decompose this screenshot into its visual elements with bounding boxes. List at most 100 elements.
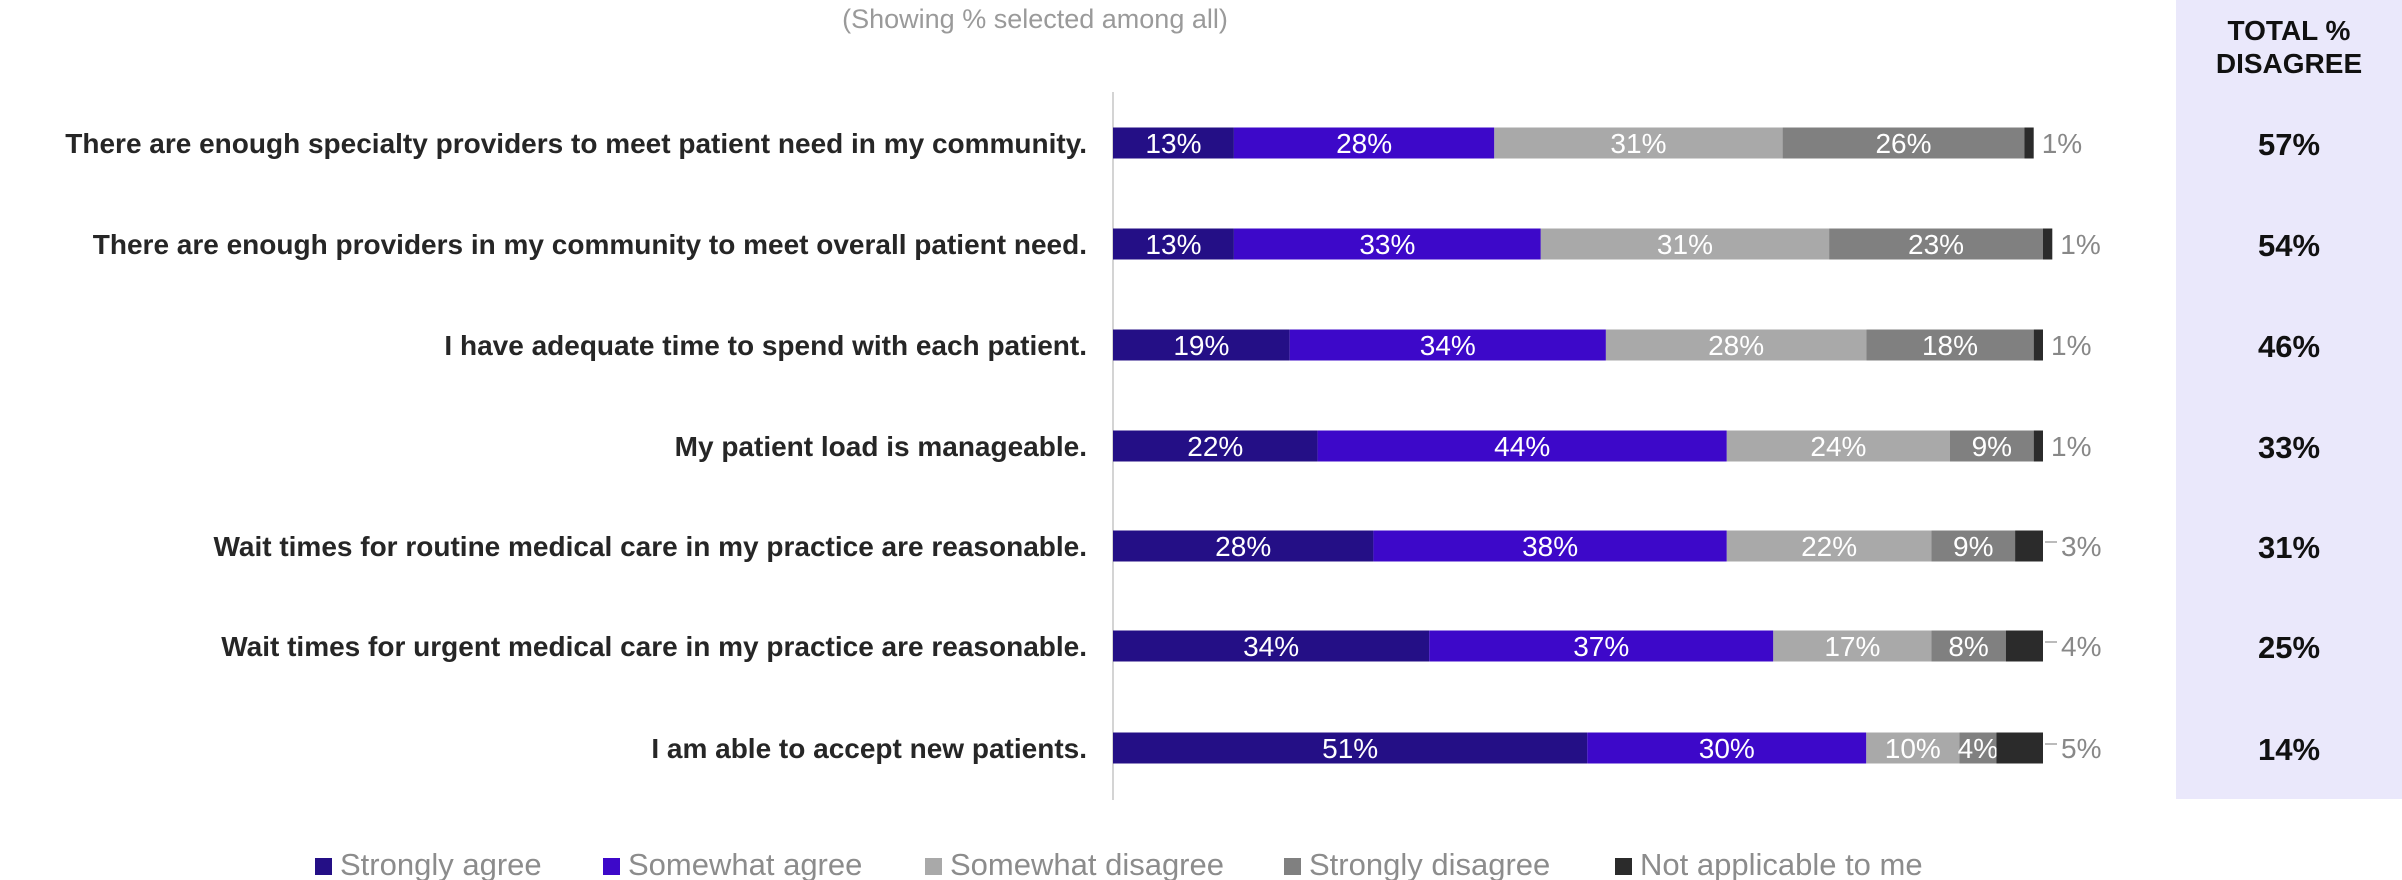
bar-segment <box>1113 329 1290 361</box>
legend-swatch <box>1615 858 1632 875</box>
legend-swatch <box>603 858 620 875</box>
bar-segment <box>1233 127 1495 159</box>
bar-segment <box>1113 127 1234 159</box>
bar-segment <box>1866 732 1960 764</box>
category-label: Wait times for routine medical care in m… <box>213 531 1087 562</box>
data-label: 1% <box>2042 128 2082 159</box>
data-label: 26% <box>1875 128 1931 159</box>
total-disagree-value: 57% <box>2258 127 2320 162</box>
data-label: 34% <box>1243 631 1299 662</box>
legend-swatch <box>925 858 942 875</box>
bar-segment <box>1494 127 1783 159</box>
category-label: I am able to accept new patients. <box>651 733 1087 764</box>
data-label: 51% <box>1322 733 1378 764</box>
data-label: 31% <box>1610 128 1666 159</box>
total-disagree-value: 54% <box>2258 228 2320 263</box>
data-label: 17% <box>1824 631 1880 662</box>
data-label: 5% <box>2061 733 2101 764</box>
data-label: 22% <box>1801 531 1857 562</box>
bar-segment <box>1931 530 2016 562</box>
bar-segment <box>1605 329 1867 361</box>
bar-segment <box>1429 630 1774 662</box>
bar-segment <box>1113 530 1374 562</box>
total-disagree-panel <box>2176 0 2402 799</box>
bar-segment <box>1782 127 2025 159</box>
data-label: 9% <box>1972 431 2012 462</box>
legend-label: Somewhat disagree <box>950 847 1224 880</box>
bar-segment <box>1773 630 1932 662</box>
bar-segment <box>1866 329 2034 361</box>
bar-segment <box>1829 228 2043 260</box>
bar-segment <box>1289 329 1606 361</box>
data-label: 28% <box>1215 531 1271 562</box>
chart-subtitle: (Showing % selected among all) <box>842 4 1228 34</box>
total-disagree-value: 14% <box>2258 732 2320 767</box>
category-label: I have adequate time to spend with each … <box>444 330 1087 361</box>
data-label: 22% <box>1187 431 1243 462</box>
bar-segment <box>2043 228 2053 260</box>
bar-segment <box>1540 228 1830 260</box>
bar-segment <box>1113 630 1430 662</box>
bar-segment <box>1113 732 1588 764</box>
legend-label: Strongly agree <box>340 847 542 880</box>
data-label: 38% <box>1522 531 1578 562</box>
bar-segment <box>2024 127 2034 159</box>
data-label: 28% <box>1336 128 1392 159</box>
bar-segment <box>1726 530 1932 562</box>
data-label: 31% <box>1657 229 1713 260</box>
data-label: 10% <box>1885 733 1941 764</box>
data-label: 1% <box>2051 431 2091 462</box>
total-disagree-value: 31% <box>2258 530 2320 565</box>
chart-legend: Strongly agree Somewhat agree Somewhat dis… <box>315 847 1923 880</box>
data-label: 30% <box>1699 733 1755 764</box>
data-label: 28% <box>1708 330 1764 361</box>
bar-segment <box>1317 430 1727 462</box>
data-label: 4% <box>1958 733 1998 764</box>
bar-segment <box>2033 329 2043 361</box>
data-label: 4% <box>2061 631 2101 662</box>
legend-label: Not applicable to me <box>1640 847 1923 880</box>
legend-label: Strongly disagree <box>1309 847 1550 880</box>
bar-segment <box>1950 430 2034 462</box>
bar-segment <box>1113 228 1234 260</box>
total-disagree-header: DISAGREE <box>2216 48 2362 79</box>
total-disagree-value: 46% <box>2258 329 2320 364</box>
legend-swatch <box>1284 858 1301 875</box>
data-label: 9% <box>1953 531 1993 562</box>
total-disagree-value: 33% <box>2258 430 2320 465</box>
bar-segment <box>2005 630 2043 662</box>
bar-segment <box>2033 430 2043 462</box>
data-label: 33% <box>1359 229 1415 260</box>
category-label: There are enough specialty providers to … <box>65 128 1087 159</box>
bar-segment <box>1373 530 1727 562</box>
data-label: 3% <box>2061 531 2101 562</box>
category-label: Wait times for urgent medical care in my… <box>221 631 1087 662</box>
bar-segment <box>1996 732 2043 764</box>
bar-segment <box>1233 228 1541 260</box>
bar-segment <box>1931 630 2006 662</box>
data-label: 13% <box>1145 128 1201 159</box>
data-label: 1% <box>2060 229 2100 260</box>
data-label: 1% <box>2051 330 2091 361</box>
category-label: My patient load is manageable. <box>675 431 1087 462</box>
bar-segment <box>1726 430 1950 462</box>
stacked-bar-chart: TOTAL %DISAGREE There are enough specialt… <box>65 15 2362 800</box>
data-label: 13% <box>1145 229 1201 260</box>
data-label: 18% <box>1922 330 1978 361</box>
data-label: 19% <box>1173 330 1229 361</box>
data-label: 44% <box>1494 431 1550 462</box>
bar-segment <box>1959 732 1997 764</box>
total-disagree-header: TOTAL % <box>2228 15 2351 46</box>
data-label: 34% <box>1420 330 1476 361</box>
legend-label: Somewhat agree <box>628 847 862 880</box>
bar-segment <box>2015 530 2043 562</box>
bar-segment <box>1587 732 1867 764</box>
total-disagree-value: 25% <box>2258 630 2320 665</box>
data-label: 24% <box>1810 431 1866 462</box>
bar-segment <box>1113 430 1318 462</box>
data-label: 37% <box>1573 631 1629 662</box>
legend-swatch <box>315 858 332 875</box>
data-label: 23% <box>1908 229 1964 260</box>
category-label: There are enough providers in my communi… <box>93 229 1087 260</box>
data-label: 8% <box>1948 631 1988 662</box>
